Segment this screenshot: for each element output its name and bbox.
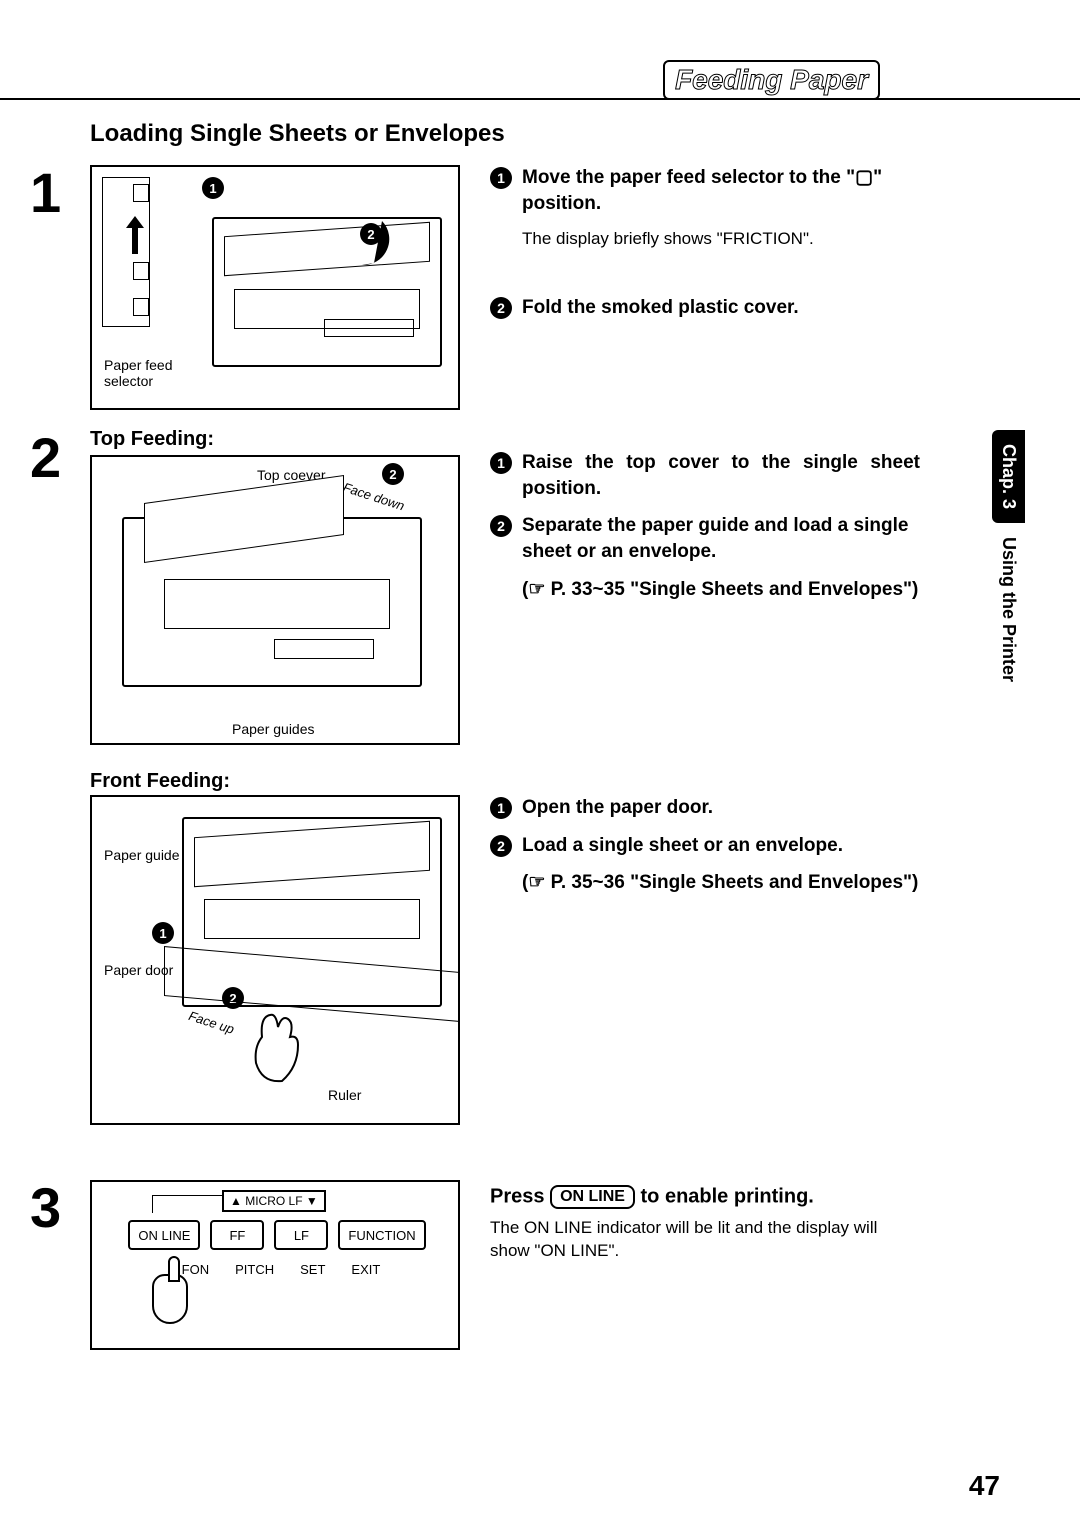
badge-1-front-icon: 1 [152,922,174,944]
step2-front-text: 1 Open the paper door. 2 Load a single s… [490,795,920,896]
bracket-left [152,1195,222,1196]
press-pre: Press [490,1185,550,1207]
printer-top-front [164,579,390,629]
section-title: Loading Single Sheets or Envelopes [90,120,505,148]
label-fon: FON [182,1262,209,1277]
paper-guide-label: Paper guide [104,847,180,863]
arrow-up-icon [128,216,142,256]
printer-panel [324,319,414,337]
step2-top-text: 1 Raise the top cover to the single shee… [490,450,920,602]
selector-icon-sheet [133,184,149,202]
step-number-1: 1 [30,160,61,225]
printer-top-illustration [122,517,422,687]
btn-online: ON LINE [128,1220,200,1250]
paper-guides-label: Paper guides [232,721,315,737]
figure-step1: 1 2 Paper feed selector [90,165,460,410]
bullet-2-icon: 2 [490,515,512,537]
page-number: 47 [969,1470,1000,1502]
ruler-label: Ruler [328,1087,361,1103]
top-cover-shape [144,475,344,563]
step2-front-item-1-text: Open the paper door. [522,795,713,821]
micro-lf-label: ▲ MICRO LF ▼ [222,1190,326,1212]
face-up-label: Face up [187,1008,236,1037]
panel-row-1: ON LINE FF LF FUNCTION [116,1220,438,1250]
step1-item-1: 1 Move the paper feed selector to the "▢… [490,165,920,216]
bullet-1-icon: 1 [490,167,512,189]
step2-top-item-1: 1 Raise the top cover to the single shee… [490,450,920,501]
label-pitch: PITCH [235,1262,274,1277]
step1-item-1-text: Move the paper feed selector to the "▢" … [522,165,920,216]
step3-instruction: Press ON LINE to enable printing. [490,1185,920,1209]
chapter-tab: Chap. 3 Using the Printer [992,430,1028,730]
step2-top-item-2: 2 Separate the paper guide and load a si… [490,513,920,564]
step2-front-item-2: 2 Load a single sheet or an envelope. [490,833,920,859]
label-exit: EXIT [351,1262,380,1277]
selector-icon-tractor [133,298,149,316]
online-keycap: ON LINE [550,1185,635,1209]
bullet-2-icon: 2 [490,297,512,319]
step1-item-2: 2 Fold the smoked plastic cover. [490,295,920,321]
bullet-2-icon: 2 [490,835,512,857]
face-down-label: Face down [341,480,406,514]
step1-text: 1 Move the paper feed selector to the "▢… [490,165,920,333]
step2-top-item-1-text: Raise the top cover to the single sheet … [522,450,920,501]
paper-door-shape [164,946,460,1022]
selector-label: Paper feed selector [104,357,173,389]
bullet-1-icon: 1 [490,797,512,819]
selector-column [102,177,150,327]
step1-note: The display briefly shows "FRICTION". [522,228,920,251]
chapter-title: Using the Printer [992,523,1025,696]
btn-ff: FF [210,1220,264,1250]
hand-icon [242,997,312,1087]
header-category: Feeding Paper [663,60,880,100]
printer-top-panel [274,639,374,659]
finger-press-icon [152,1274,188,1324]
bullet-1-icon: 1 [490,452,512,474]
press-post: to enable printing. [635,1185,814,1207]
figure-control-panel: ▲ MICRO LF ▼ ON LINE FF LF FUNCTION FON … [90,1180,460,1350]
label-set: SET [300,1262,325,1277]
figure-front-feeding: Paper guide Paper door 1 2 Face up Ruler [90,795,460,1125]
chapter-number: Chap. 3 [992,430,1025,523]
step1-item-2-text: Fold the smoked plastic cover. [522,295,799,321]
step2-top-ref: (☞ P. 33~35 "Single Sheets and Envelopes… [522,577,920,603]
btn-function: FUNCTION [338,1220,425,1250]
bracket-left-v [152,1195,153,1213]
paper-door-label: Paper door [104,962,173,978]
step2-front-ref: (☞ P. 35~36 "Single Sheets and Envelopes… [522,870,920,896]
printer-front-mid [204,899,420,939]
header-rule [0,98,1080,100]
printer-front-illustration [182,817,442,1007]
step-number-3: 3 [30,1175,61,1240]
front-feeding-heading: Front Feeding: [90,770,230,793]
step-number-2: 2 [30,425,61,490]
step3-note: The ON LINE indicator will be lit and th… [490,1217,920,1263]
figure-top-feeding: Top coever 2 1 Face down Paper guides [90,455,460,745]
btn-lf: LF [274,1220,328,1250]
printer-front-top [194,821,430,888]
step2-front-item-2-text: Load a single sheet or an envelope. [522,833,843,859]
fold-arrow-icon [332,213,392,273]
printer-illustration [212,217,442,367]
badge-2-top-icon: 2 [382,463,404,485]
step3-text: Press ON LINE to enable printing. The ON… [490,1185,920,1277]
step2-top-item-2-text: Separate the paper guide and load a sing… [522,513,920,564]
selector-icon-mid [133,262,149,280]
top-feeding-heading: Top Feeding: [90,428,214,451]
badge-1-icon: 1 [202,177,224,199]
printer-cover [224,222,430,276]
step2-front-item-1: 1 Open the paper door. [490,795,920,821]
